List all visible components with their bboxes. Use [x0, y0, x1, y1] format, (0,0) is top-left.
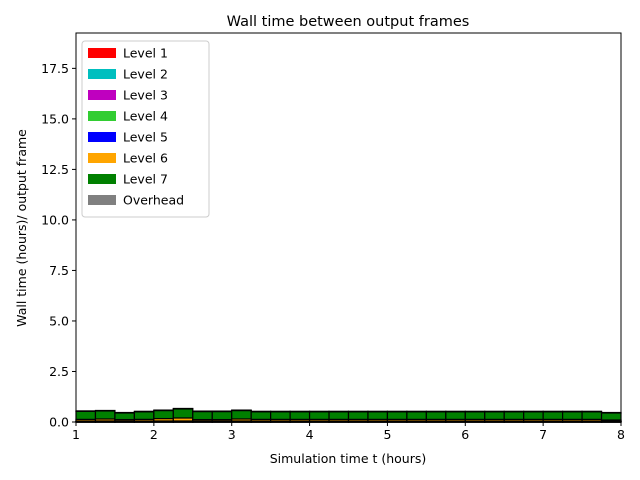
bar-segment-overhead — [75, 410, 97, 412]
x-tick-label: 4 — [306, 427, 314, 442]
bar-segment-level-7 — [581, 411, 603, 420]
x-axis-ticks: 1 2 3 4 5 6 7 8 — [72, 422, 625, 442]
chart-title: Wall time between output frames — [227, 14, 470, 30]
y-axis-ticks: 0.0 2.5 5.0 7.5 10.0 12.5 15.0 17.5 — [41, 61, 76, 430]
legend-label: Level 5 — [123, 130, 168, 145]
y-tick-label: 17.5 — [41, 61, 69, 76]
bar-segment-overhead — [367, 410, 389, 413]
legend-label: Overhead — [123, 193, 184, 208]
legend-box — [81, 40, 210, 218]
legend-label: Level 7 — [123, 172, 168, 187]
legend: Level 1 Level 2 Level 3 Level 4 Level 5 Level… — [81, 40, 210, 218]
bar-segment-overhead — [581, 410, 603, 413]
bar-segment-level-7 — [270, 411, 291, 420]
bar-segment-overhead — [386, 410, 408, 413]
y-tick-label: 5.0 — [49, 313, 69, 328]
legend-swatch — [88, 195, 116, 205]
bar-segment-level-7 — [133, 411, 155, 420]
bar-segment-level-7 — [484, 411, 505, 420]
legend-swatch — [88, 153, 116, 163]
bar-segment-overhead — [445, 410, 466, 413]
bar-segment-overhead — [600, 411, 622, 414]
x-tick-label: 1 — [72, 427, 80, 442]
x-tick-label: 3 — [228, 427, 236, 442]
bar-segment-level-7 — [75, 410, 97, 420]
bar-segment-level-7 — [114, 412, 135, 421]
bar-segment-level-7 — [153, 409, 174, 420]
bar-segment-level-7 — [503, 411, 525, 420]
x-tick-label: 5 — [383, 427, 391, 442]
bar-segment-overhead — [211, 410, 233, 413]
bar-segment-overhead — [270, 410, 291, 413]
y-tick-label: 15.0 — [41, 111, 69, 126]
bar-segment-level-7 — [386, 411, 408, 420]
bar-segment-level-7 — [406, 411, 427, 420]
x-tick-label: 6 — [461, 427, 469, 442]
bar-segment-overhead — [231, 409, 252, 412]
y-axis-label: Wall time (hours)/ output frame — [14, 129, 29, 327]
y-tick-label: 0.0 — [49, 415, 69, 430]
bar-segment-level-7 — [172, 408, 194, 419]
bar-segment-overhead — [153, 409, 174, 412]
bar-segment-overhead — [523, 410, 544, 413]
bar-segment-overhead — [94, 409, 116, 412]
bar-segment-level-7 — [328, 411, 350, 420]
y-tick-label: 12.5 — [41, 162, 69, 177]
bar-segment-overhead — [484, 410, 505, 413]
bar-segment-level-7 — [464, 411, 486, 420]
bar-segment-level-7 — [562, 411, 583, 420]
x-tick-label: 2 — [150, 427, 158, 442]
bar-segment-overhead — [328, 410, 350, 413]
legend-swatch — [88, 132, 116, 142]
legend-label: Level 2 — [123, 67, 168, 82]
bar-segment-overhead — [503, 410, 525, 413]
bar-segment-overhead — [114, 411, 135, 414]
bar-segment-level-7 — [308, 411, 330, 420]
bar-segment-overhead — [192, 410, 213, 413]
x-tick-label: 8 — [617, 427, 625, 442]
bar-segment-overhead — [289, 410, 311, 413]
plot-frame — [75, 32, 622, 423]
legend-label: Level 1 — [123, 46, 168, 61]
bars-group — [75, 407, 622, 423]
legend-swatch — [88, 174, 116, 184]
bar-segment-overhead — [347, 410, 369, 413]
legend-label: Level 6 — [123, 151, 168, 166]
bar-segment-level-7 — [289, 411, 311, 420]
legend-swatch — [88, 90, 116, 100]
bar-segment-overhead — [250, 410, 272, 413]
y-tick-label: 10.0 — [41, 212, 69, 227]
x-axis-label: Simulation time t (hours) — [270, 451, 427, 466]
bar-segment-overhead — [464, 410, 486, 413]
bar-segment-level-7 — [367, 411, 389, 420]
legend-label: Level 3 — [123, 88, 168, 103]
bar-segment-level-7 — [347, 411, 369, 420]
legend-label: Level 4 — [123, 109, 168, 124]
bar-segment-overhead — [133, 410, 155, 413]
bar-segment-level-7 — [231, 409, 252, 420]
bar-segment-overhead — [172, 407, 194, 410]
bar-segment-level-7 — [425, 411, 447, 420]
bar-segment-level-7 — [94, 410, 116, 420]
y-tick-label: 2.5 — [49, 364, 69, 379]
bar-segment-overhead — [406, 410, 427, 413]
bar-segment-overhead — [562, 410, 583, 413]
bar-segment-level-7 — [250, 411, 272, 420]
legend-swatch — [88, 111, 116, 121]
bar-segment-level-7 — [211, 410, 233, 421]
y-tick-label: 7.5 — [49, 263, 69, 278]
bar-segment-overhead — [308, 410, 330, 413]
x-tick-label: 7 — [539, 427, 547, 442]
bar-segment-level-7 — [192, 410, 213, 421]
bar-segment-level-7 — [445, 411, 466, 420]
legend-swatch — [88, 48, 116, 58]
bar-segment-level-7 — [523, 411, 544, 420]
bar-segment-overhead — [542, 410, 564, 413]
legend-swatch — [88, 69, 116, 79]
bar-segment-level-7 — [542, 411, 564, 420]
bar-segment-level-7 — [600, 412, 622, 421]
bar-segment-overhead — [425, 410, 447, 413]
